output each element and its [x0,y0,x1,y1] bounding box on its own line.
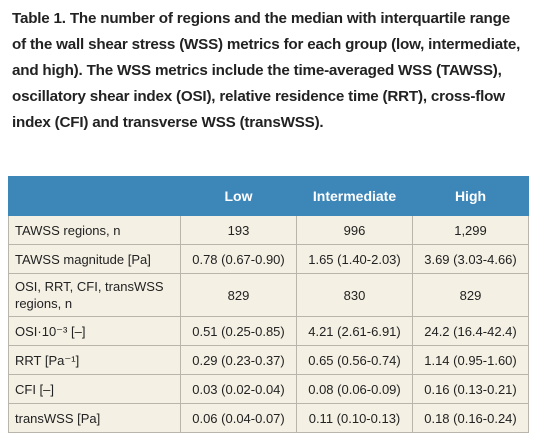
row-label: TAWSS regions, n [8,215,181,245]
row-label: RRT [Pa⁻¹] [8,345,181,375]
table-cell: 829 [180,273,297,317]
table-cell: 0.29 (0.23-0.37) [180,345,297,375]
table-cell: 0.08 (0.06-0.09) [296,374,413,404]
table-cell: 996 [296,215,413,245]
table-row: CFI [–] 0.03 (0.02-0.04) 0.08 (0.06-0.09) 0… [8,374,529,404]
table-cell: 0.06 (0.04-0.07) [180,403,297,433]
row-label: CFI [–] [8,374,181,404]
header-cell: Low [180,176,297,216]
table-cell: 193 [180,215,297,245]
table-cell: 1,299 [412,215,529,245]
row-label: transWSS [Pa] [8,403,181,433]
data-table: Low Intermediate High TAWSS regions, n 193 9… [8,176,529,433]
table-cell: 829 [412,273,529,317]
table-cell: 0.51 (0.25-0.85) [180,316,297,346]
row-label: TAWSS magnitude [Pa] [8,244,181,274]
table-cell: 0.78 (0.67-0.90) [180,244,297,274]
table-cell: 0.03 (0.02-0.04) [180,374,297,404]
table-row: OSI, RRT, CFI, transWSS regions, n 829 830… [8,273,529,317]
table-cell: 1.14 (0.95-1.60) [412,345,529,375]
table-row: TAWSS regions, n 193 996 1,299 [8,215,529,245]
table-cell: 4.21 (2.61-6.91) [296,316,413,346]
table-row: RRT [Pa⁻¹] 0.29 (0.23-0.37) 0.65 (0.56-0.7… [8,345,529,375]
table-cell: 3.69 (3.03-4.66) [412,244,529,274]
table-cell: 24.2 (16.4-42.4) [412,316,529,346]
table-row: transWSS [Pa] 0.06 (0.04-0.07) 0.11 (0.10-… [8,403,529,433]
table-caption: Table 1. The number of regions and the m… [12,10,521,131]
table-cell: 1.65 (1.40-2.03) [296,244,413,274]
table-row: OSI·10⁻³ [–] 0.51 (0.25-0.85) 4.21 (2.61-6… [8,316,529,346]
row-label: OSI·10⁻³ [–] [8,316,181,346]
table-cell: 0.11 (0.10-0.13) [296,403,413,433]
header-cell: High [412,176,529,216]
table-cell: 0.18 (0.16-0.24) [412,403,529,433]
table-cell: 0.16 (0.13-0.21) [412,374,529,404]
header-cell [8,176,181,216]
table-cell: 830 [296,273,413,317]
header-row: Low Intermediate High [8,176,529,216]
table-cell: 0.65 (0.56-0.74) [296,345,413,375]
header-cell: Intermediate [296,176,413,216]
table-row: TAWSS magnitude [Pa] 0.78 (0.67-0.90) 1.65… [8,244,529,274]
row-label: OSI, RRT, CFI, transWSS regions, n [8,273,181,317]
